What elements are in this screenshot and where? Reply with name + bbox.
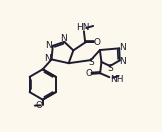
Text: N: N: [45, 54, 51, 63]
Text: O: O: [86, 69, 93, 78]
Text: N: N: [45, 41, 52, 50]
Text: NH: NH: [110, 75, 124, 84]
Text: O: O: [93, 38, 100, 47]
Text: N: N: [60, 34, 67, 43]
Text: S: S: [107, 64, 113, 73]
Text: N: N: [119, 56, 126, 66]
Text: HN: HN: [76, 23, 90, 32]
Text: O: O: [36, 102, 43, 110]
Text: S: S: [89, 58, 94, 67]
Text: N: N: [119, 43, 126, 52]
